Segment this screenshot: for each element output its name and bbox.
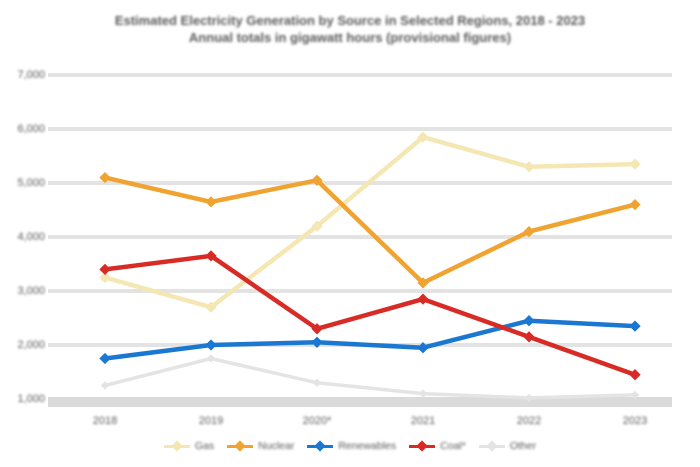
series-marker [206, 354, 216, 363]
x-tick-label: 2020* [302, 415, 332, 427]
series-marker [311, 323, 323, 335]
y-tick-label: 1,000 [17, 393, 45, 405]
x-tick-label: 2021 [410, 415, 436, 427]
legend-label: Other [509, 440, 537, 452]
legend-diamond-icon [416, 440, 428, 452]
legend-diamond-icon [486, 440, 498, 452]
series-marker [629, 198, 641, 211]
series-marker [417, 293, 429, 305]
legend-diamond-icon [234, 440, 246, 452]
x-tick-label: 2023 [622, 415, 648, 427]
series-marker [205, 339, 217, 351]
series-marker [629, 320, 641, 332]
series-marker [417, 277, 429, 289]
y-tick-label: 2,000 [17, 339, 45, 351]
y-tick-label: 6,000 [17, 123, 45, 135]
series-marker [417, 131, 429, 143]
series-marker [523, 225, 535, 238]
series-marker [630, 390, 640, 400]
series-marker [205, 301, 217, 313]
legend-label: Nuclear [258, 440, 295, 452]
series-line-renewables [104, 318, 636, 361]
series-marker [311, 174, 323, 186]
y-tick-label: 5,000 [17, 177, 45, 189]
series-marker [99, 263, 111, 276]
x-tick-label: 2019 [198, 415, 224, 427]
legend-swatch-coal [409, 440, 436, 452]
legend: Gas Nuclear Renewables Coal* Other [0, 440, 700, 452]
legend-diamond-icon [314, 440, 327, 452]
legend-item: Renewables [307, 440, 396, 452]
chart-title: Estimated Electricity Generation by Sour… [0, 12, 700, 46]
series-marker [418, 389, 428, 398]
series-marker [205, 250, 217, 262]
series-line-coal [104, 253, 636, 377]
x-tick-label: 2018 [92, 415, 118, 427]
y-tick-label: 3,000 [17, 285, 45, 297]
legend-label: Renewables [338, 440, 397, 452]
series-marker [523, 161, 535, 173]
gridline [48, 127, 672, 131]
series-marker [524, 393, 534, 403]
series-marker [312, 378, 322, 388]
legend-swatch-other [478, 440, 505, 452]
legend-diamond-icon [171, 440, 183, 452]
gridline [48, 235, 672, 239]
y-tick-label: 4,000 [17, 231, 45, 243]
y-tick-label: 7,000 [17, 69, 45, 81]
gridline [48, 289, 672, 293]
series-line-nuclear [104, 175, 636, 286]
gridline [48, 181, 672, 185]
series-marker [100, 381, 110, 390]
legend-item: Nuclear [227, 440, 294, 452]
legend-label: Coal* [440, 440, 466, 452]
series-marker [205, 196, 217, 208]
series-marker [417, 342, 429, 354]
legend-label: Gas [194, 440, 215, 452]
series-marker [311, 336, 323, 348]
x-axis-line [48, 397, 672, 407]
series-line-gas [104, 134, 636, 310]
legend-swatch-gas [163, 440, 190, 452]
gridline [48, 73, 672, 77]
legend-swatch-renewables [307, 440, 334, 452]
series-marker [99, 352, 111, 365]
legend-item: Gas [163, 440, 215, 452]
legend-item: Coal* [409, 440, 466, 452]
chart-title-line2: Annual totals in gigawatt hours (provisi… [188, 30, 512, 45]
x-tick-label: 2022 [516, 415, 542, 427]
series-marker [523, 331, 535, 343]
legend-swatch-nuclear [227, 440, 254, 452]
series-marker [311, 220, 323, 232]
series-line-other [104, 356, 636, 400]
series-marker [629, 369, 641, 381]
legend-item: Other [478, 440, 537, 452]
chart-title-line1: Estimated Electricity Generation by Sour… [114, 13, 586, 28]
series-marker [629, 158, 641, 170]
series-marker [523, 315, 535, 327]
